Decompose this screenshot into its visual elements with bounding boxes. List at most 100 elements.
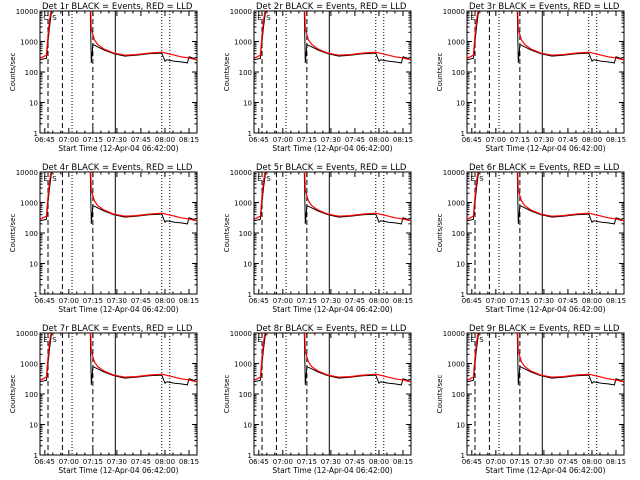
y-tick-label: 10 bbox=[456, 261, 465, 269]
series-lld-line bbox=[467, 333, 624, 383]
x-tick-label: 08:00 bbox=[369, 297, 389, 305]
y-tick-label: 1 bbox=[34, 452, 38, 460]
x-tick-label: 06:45 bbox=[249, 297, 269, 305]
plot-frame bbox=[39, 332, 198, 456]
x-tick-label: 08:00 bbox=[582, 136, 602, 144]
series-events-line bbox=[254, 333, 411, 386]
y-axis-label: Counts/sec bbox=[9, 53, 17, 92]
y-axis-label: Counts/sec bbox=[436, 375, 444, 414]
y-axis-label: Counts/sec bbox=[436, 53, 444, 92]
plot-frame bbox=[253, 171, 412, 295]
x-tick-label: 08:15 bbox=[393, 458, 413, 466]
chart-title: Det 8r BLACK = Events, RED = LLD bbox=[256, 324, 407, 334]
y-tick-label: 1000 bbox=[234, 39, 252, 47]
series-events-line bbox=[40, 11, 197, 64]
plot-frame bbox=[466, 10, 625, 134]
annotation-label: E bbox=[257, 175, 261, 183]
y-tick-label: 10000 bbox=[443, 330, 465, 338]
x-tick-label: 07:15 bbox=[297, 458, 317, 466]
x-tick-label: 06:45 bbox=[462, 297, 482, 305]
y-tick-label: 1000 bbox=[447, 361, 465, 369]
y-tick-label: 10 bbox=[243, 261, 252, 269]
x-tick-label: 07:45 bbox=[345, 458, 365, 466]
x-tick-label: 07:45 bbox=[131, 297, 151, 305]
y-tick-label: 10000 bbox=[16, 330, 38, 338]
x-tick-label: 07:00 bbox=[486, 458, 506, 466]
chart-panel-4: Det 4r BLACK = Events, RED = LLD 1 10 100 10… bbox=[9, 163, 199, 314]
x-tick-label: 06:45 bbox=[462, 136, 482, 144]
plot-frame bbox=[466, 171, 625, 295]
y-tick-label: 100 bbox=[25, 69, 38, 77]
y-tick-label: 1000 bbox=[447, 200, 465, 208]
y-tick-label: 10 bbox=[456, 422, 465, 430]
x-tick-label: 07:30 bbox=[321, 458, 341, 466]
y-tick-label: 1000 bbox=[20, 39, 38, 47]
y-tick-label: 10 bbox=[29, 100, 38, 108]
x-tick-label: 06:45 bbox=[35, 458, 55, 466]
series-lld-line bbox=[254, 11, 411, 61]
y-tick-label: 10000 bbox=[230, 8, 252, 16]
y-tick-label: 1000 bbox=[234, 200, 252, 208]
x-tick-label: 07:00 bbox=[273, 458, 293, 466]
y-tick-label: 1 bbox=[248, 452, 252, 460]
x-tick-label: 08:15 bbox=[179, 136, 199, 144]
chart-panel-2: Det 2r BLACK = Events, RED = LLD 1 10 100 10… bbox=[223, 2, 413, 153]
x-tick-label: 08:00 bbox=[369, 136, 389, 144]
y-tick-label: 10 bbox=[243, 100, 252, 108]
x-tick-label: 08:00 bbox=[155, 458, 175, 466]
x-tick-label: 07:45 bbox=[558, 297, 578, 305]
y-tick-label: 1 bbox=[34, 291, 38, 299]
x-tick-label: 08:00 bbox=[369, 458, 389, 466]
x-tick-label: 07:30 bbox=[107, 136, 127, 144]
y-tick-label: 10 bbox=[456, 100, 465, 108]
annotation-label: S bbox=[52, 175, 57, 183]
x-tick-label: 07:15 bbox=[510, 458, 530, 466]
x-axis-label: Start Time (12-Apr-04 06:42:00) bbox=[485, 144, 605, 153]
chart-title: Det 6r BLACK = Events, RED = LLD bbox=[469, 163, 620, 173]
x-tick-label: 07:30 bbox=[534, 458, 554, 466]
y-tick-label: 10000 bbox=[230, 169, 252, 177]
x-tick-label: 07:30 bbox=[534, 297, 554, 305]
y-tick-label: 100 bbox=[239, 69, 252, 77]
y-tick-label: 10000 bbox=[16, 8, 38, 16]
y-tick-label: 1 bbox=[461, 291, 465, 299]
series-events-line bbox=[254, 11, 411, 64]
y-tick-label: 100 bbox=[25, 391, 38, 399]
chart-panel-8: Det 8r BLACK = Events, RED = LLD 1 10 100 10… bbox=[223, 324, 413, 475]
x-axis-label: Start Time (12-Apr-04 06:42:00) bbox=[272, 305, 392, 314]
chart-title: Det 1r BLACK = Events, RED = LLD bbox=[42, 2, 193, 12]
chart-panel-3: Det 3r BLACK = Events, RED = LLD 1 10 100 10… bbox=[436, 2, 626, 153]
x-tick-label: 07:15 bbox=[297, 297, 317, 305]
y-tick-label: 1000 bbox=[234, 361, 252, 369]
chart-title: Det 5r BLACK = Events, RED = LLD bbox=[256, 163, 407, 173]
series-lld-line bbox=[254, 333, 411, 383]
y-axis-label: Counts/sec bbox=[9, 375, 17, 414]
y-tick-label: 10 bbox=[29, 261, 38, 269]
x-tick-label: 07:15 bbox=[83, 458, 103, 466]
x-tick-label: 07:45 bbox=[345, 136, 365, 144]
y-tick-label: 100 bbox=[452, 230, 465, 238]
x-tick-label: 08:15 bbox=[606, 136, 626, 144]
x-tick-label: 06:45 bbox=[249, 136, 269, 144]
series-lld-line bbox=[467, 172, 624, 222]
y-axis-label: Counts/sec bbox=[223, 214, 231, 253]
x-tick-label: 07:00 bbox=[59, 458, 79, 466]
x-tick-label: 07:00 bbox=[59, 136, 79, 144]
series-events-line bbox=[254, 172, 411, 225]
chart-panel-7: Det 7r BLACK = Events, RED = LLD 1 10 100 10… bbox=[9, 324, 199, 475]
x-tick-label: 08:00 bbox=[582, 297, 602, 305]
annotation-label: E bbox=[470, 14, 474, 22]
x-tick-label: 07:45 bbox=[558, 458, 578, 466]
y-tick-label: 10000 bbox=[443, 169, 465, 177]
x-tick-label: 07:30 bbox=[107, 297, 127, 305]
x-tick-label: 07:30 bbox=[321, 297, 341, 305]
chart-panel-6: Det 6r BLACK = Events, RED = LLD 1 10 100 10… bbox=[436, 163, 626, 314]
x-tick-label: 08:00 bbox=[155, 136, 175, 144]
plot-frame bbox=[466, 332, 625, 456]
y-axis-label: Counts/sec bbox=[223, 375, 231, 414]
x-tick-label: 07:45 bbox=[558, 136, 578, 144]
chart-title: Det 2r BLACK = Events, RED = LLD bbox=[256, 2, 407, 12]
x-tick-label: 07:15 bbox=[297, 136, 317, 144]
x-tick-label: 07:30 bbox=[107, 458, 127, 466]
